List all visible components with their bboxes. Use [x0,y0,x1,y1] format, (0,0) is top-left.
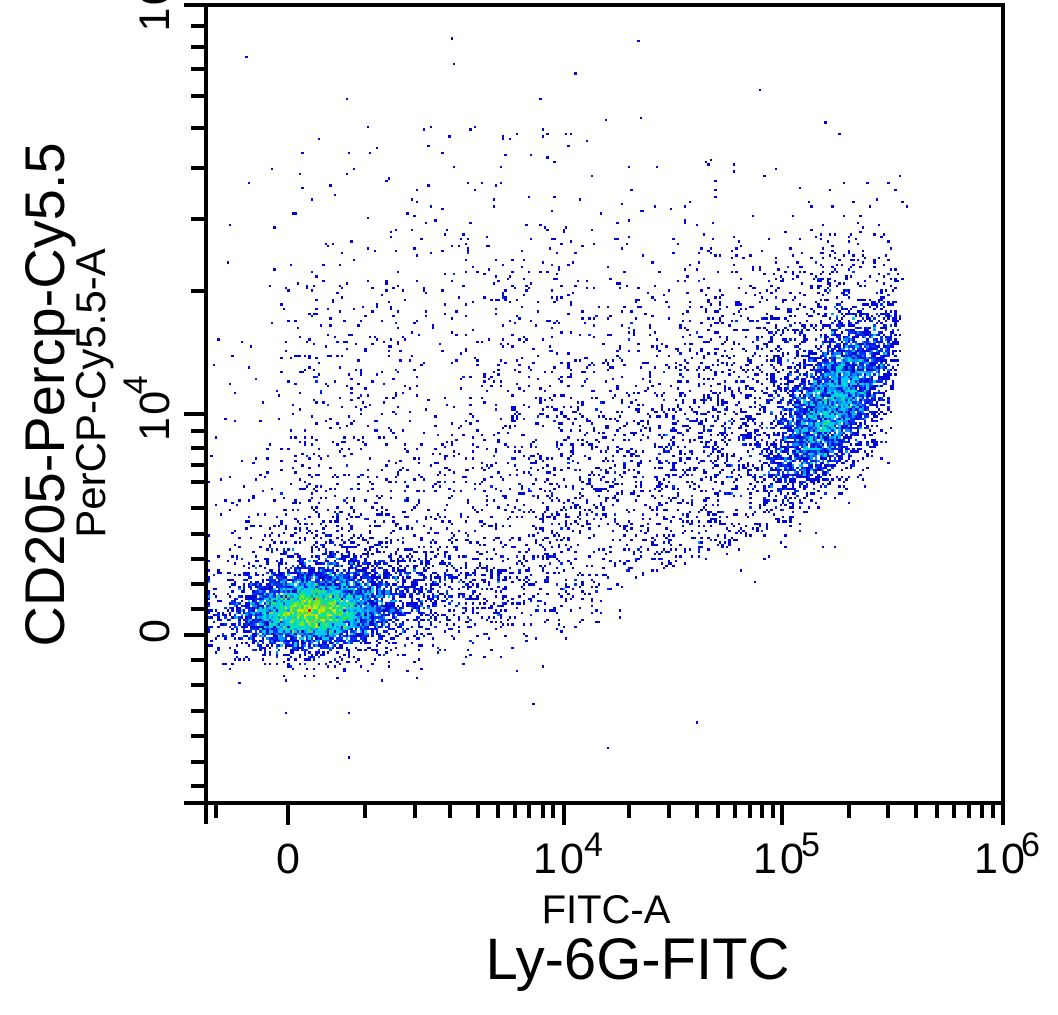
svg-text:0: 0 [780,835,804,883]
svg-text:5: 5 [801,826,820,864]
svg-text:0: 0 [131,391,179,415]
svg-text:PerCP-Cy5.5-A: PerCP-Cy5.5-A [67,248,114,537]
svg-text:0: 0 [131,0,179,5]
svg-text:1: 1 [753,835,777,883]
svg-text:1: 1 [131,8,179,32]
svg-text:1: 1 [974,835,998,883]
svg-text:1: 1 [533,835,557,883]
svg-text:1: 1 [131,417,179,441]
svg-text:Ly-6G-FITC: Ly-6G-FITC [486,927,790,992]
svg-text:FITC-A: FITC-A [542,888,671,932]
svg-text:0: 0 [276,835,300,883]
svg-text:4: 4 [117,375,155,394]
svg-text:0: 0 [131,619,179,643]
svg-text:0: 0 [560,835,584,883]
svg-text:6: 6 [1021,826,1040,864]
svg-text:0: 0 [1001,835,1025,883]
svg-text:CD205-Percp-Cy5.5: CD205-Percp-Cy5.5 [13,142,76,646]
svg-text:4: 4 [584,826,603,864]
